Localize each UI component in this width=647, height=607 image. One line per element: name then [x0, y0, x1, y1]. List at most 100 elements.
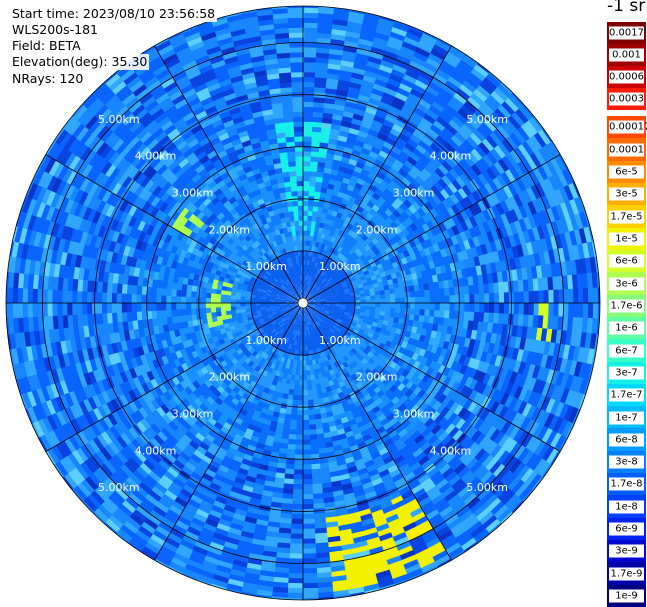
heatmap-cell [500, 121, 515, 137]
heatmap-cell [412, 147, 425, 159]
heatmap-cell [323, 244, 329, 251]
heatmap-cell [304, 289, 306, 296]
heatmap-cell [469, 132, 483, 146]
heatmap-cell [471, 190, 483, 204]
heatmap-cell [442, 127, 456, 140]
heatmap-cell [320, 186, 328, 194]
heatmap-cell [505, 152, 519, 168]
heatmap-cell [359, 33, 376, 43]
heatmap-cell [308, 185, 316, 192]
heatmap-cell [407, 26, 425, 39]
heatmap-cell [505, 135, 519, 151]
heatmap-cell [379, 271, 387, 278]
heatmap-cell [378, 127, 391, 138]
heatmap-cell [426, 109, 440, 121]
heatmap-cell [550, 190, 561, 208]
heatmap-cell [308, 260, 313, 267]
heatmap-cell [401, 146, 414, 157]
heatmap-cell [308, 245, 313, 252]
heatmap-cell [324, 97, 337, 105]
heatmap-cell [324, 261, 330, 268]
heatmap-cell [389, 127, 403, 138]
heatmap-cell [391, 145, 403, 156]
heatmap-cell [418, 139, 431, 152]
heatmap-cell [413, 219, 423, 229]
heatmap-cell [409, 222, 419, 232]
heatmap-cell [398, 82, 414, 94]
heatmap-cell [414, 175, 426, 186]
heatmap-cell [357, 93, 371, 103]
heatmap-cell [306, 380, 312, 386]
heatmap-cell [462, 139, 476, 153]
heatmap-cell [348, 158, 359, 167]
heatmap-cell [444, 246, 453, 257]
heatmap-cell [480, 121, 495, 137]
heatmap-cell [515, 108, 530, 125]
heatmap-cell [366, 133, 378, 143]
heatmap-cell [509, 149, 523, 165]
heatmap-cell [479, 293, 485, 304]
heatmap-cell [313, 101, 325, 108]
heatmap-cell [524, 120, 539, 137]
heatmap-cell [459, 231, 469, 243]
heatmap-cell [308, 265, 312, 271]
heatmap-cell [360, 28, 377, 38]
heatmap-cell [311, 255, 316, 262]
heatmap-cell [435, 68, 452, 81]
heatmap-cell [424, 164, 436, 176]
heatmap-cell [303, 126, 313, 132]
heatmap-cell [472, 236, 481, 248]
heatmap-cell [389, 192, 399, 202]
heatmap-cell [497, 83, 513, 99]
heatmap-cell [469, 294, 475, 304]
heatmap-cell [312, 261, 317, 268]
heatmap-cell [497, 141, 511, 157]
heatmap-cell [297, 395, 303, 401]
heatmap-cell [329, 252, 335, 259]
heatmap-cell [445, 171, 457, 184]
heatmap-cell [329, 280, 336, 286]
heatmap-cell [393, 141, 406, 152]
heatmap-cell [474, 293, 480, 304]
heatmap-cell [389, 31, 407, 42]
heatmap-cell [441, 239, 450, 250]
heatmap-cell [349, 122, 362, 131]
heatmap-cell [444, 79, 461, 93]
heatmap-cell [408, 239, 417, 249]
heatmap-cell [318, 151, 328, 159]
heatmap-cell [550, 157, 563, 175]
heatmap-cell [401, 105, 415, 117]
heatmap-cell [404, 186, 415, 197]
heatmap-cell [409, 133, 423, 145]
heatmap-cell [457, 127, 471, 141]
heatmap-cell [348, 10, 366, 20]
heatmap-cell [314, 81, 328, 89]
heatmap-cell [302, 498, 314, 505]
heatmap-cell [325, 274, 331, 280]
heatmap-cell [333, 268, 339, 275]
heatmap-cell [395, 171, 406, 182]
heatmap-cell [424, 238, 434, 248]
heatmap-cell [536, 196, 548, 213]
heatmap-cell [496, 125, 511, 140]
heatmap-cell [426, 146, 439, 158]
heatmap-cell [542, 144, 556, 162]
heatmap-cell [526, 186, 538, 203]
heatmap-cell [308, 286, 312, 292]
heatmap-cell [463, 154, 476, 168]
heatmap-cell [310, 156, 319, 163]
heatmap-cell [485, 134, 499, 150]
heatmap-cell [303, 220, 308, 226]
heatmap-cell [321, 265, 327, 272]
heatmap-cell [425, 85, 441, 98]
heatmap-cell [410, 191, 421, 202]
heatmap-cell [380, 59, 396, 70]
heatmap-cell [374, 78, 389, 88]
heatmap-cell [495, 214, 506, 229]
heatmap-cell [303, 76, 316, 83]
heatmap-cell [326, 262, 332, 269]
heatmap-cell [352, 67, 367, 76]
heatmap-cell [418, 98, 433, 110]
heatmap-cell [303, 22, 319, 29]
heatmap-cell [461, 184, 473, 197]
